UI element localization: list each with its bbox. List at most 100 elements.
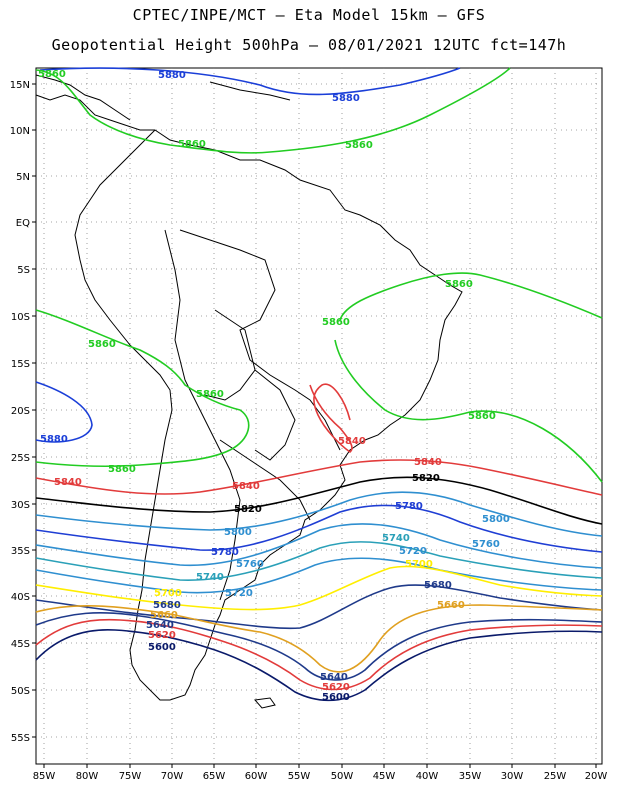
- label-5680a: 5680: [424, 580, 452, 591]
- contour-5780: [35, 504, 603, 553]
- label-5820a: 5820: [412, 473, 440, 484]
- lon-label: 80W: [76, 771, 99, 782]
- lat-label: 5S: [17, 265, 30, 276]
- label-5740a: 5740: [382, 533, 410, 544]
- lat-label: 35S: [11, 546, 30, 557]
- cuba-coast: [209, 81, 291, 101]
- lon-label: 70W: [161, 771, 184, 782]
- contour-5640: [35, 611, 603, 681]
- label-5880c: 5880: [40, 434, 68, 445]
- label-5840c: 5840: [232, 481, 260, 492]
- lon-label: 30W: [501, 771, 524, 782]
- contour-5880-west: [35, 381, 93, 443]
- label-5800b: 5800: [224, 527, 252, 538]
- label-5860c: 5860: [345, 140, 373, 151]
- bolivia-border: [204, 309, 256, 401]
- lat-label: 15N: [10, 80, 30, 91]
- label-5640b: 5640: [320, 672, 348, 683]
- contour-5860-north: [35, 67, 511, 154]
- lon-label: 20W: [585, 771, 608, 782]
- contour-labels: 5880 5880 5880 5860 5860 5860 5860 5860 …: [38, 69, 510, 703]
- label-5840a: 5840: [338, 436, 366, 447]
- contour-5820: [35, 476, 603, 525]
- label-5620a: 5620: [148, 630, 176, 641]
- label-5600b: 5600: [322, 692, 350, 703]
- lat-label: 5N: [16, 172, 30, 183]
- argentina-border: [219, 439, 311, 521]
- lon-label: 65W: [203, 771, 226, 782]
- label-5660b: 5660: [150, 610, 178, 621]
- lat-label: 45S: [11, 639, 30, 650]
- lon-label: 55W: [288, 771, 311, 782]
- contour-5860-central: [35, 309, 250, 468]
- lon-label: 40W: [416, 771, 439, 782]
- latitude-labels: 15N 10N 5N EQ 5S 10S 15S 20S 25S 30S 35S 40S 45S 50S 5…: [10, 80, 36, 744]
- map-title-line2: Geopotential Height 500hPa – 08/01/2021 …: [51, 36, 567, 54]
- label-5860f: 5860: [88, 339, 116, 350]
- south-america-coast: [74, 129, 463, 701]
- lat-label: 30S: [11, 500, 30, 511]
- lat-label: EQ: [16, 218, 30, 229]
- lon-label: 50W: [331, 771, 354, 782]
- label-5720b: 5720: [225, 588, 253, 599]
- contour-5760: [35, 523, 603, 569]
- lon-label: 35W: [459, 771, 482, 782]
- label-5860g: 5860: [196, 389, 224, 400]
- label-5880b: 5880: [332, 93, 360, 104]
- lon-label: 75W: [119, 771, 142, 782]
- lon-label: 25W: [544, 771, 567, 782]
- contour-5860-east-lower: [334, 339, 603, 483]
- label-5680b: 5680: [153, 600, 181, 611]
- label-5860d: 5860: [445, 279, 473, 290]
- label-5760a: 5760: [472, 539, 500, 550]
- gridlines: [36, 68, 602, 764]
- contour-5840-loop: [309, 383, 353, 453]
- label-5860h: 5860: [468, 411, 496, 422]
- lat-label: 20S: [11, 406, 30, 417]
- label-5840d: 5840: [54, 477, 82, 488]
- label-5600a: 5600: [148, 642, 176, 653]
- label-5860e: 5860: [322, 317, 350, 328]
- contour-5840: [35, 459, 603, 496]
- label-5700b: 5700: [154, 588, 182, 599]
- label-5740b: 5740: [196, 572, 224, 583]
- map-title-line1: CPTEC/INPE/MCT – Eta Model 15km – GFS: [132, 6, 486, 24]
- contour-5860-east: [339, 272, 603, 321]
- label-5700a: 5700: [405, 559, 433, 570]
- lat-label: 50S: [11, 686, 30, 697]
- label-5780a: 5780: [395, 501, 423, 512]
- label-5860a: 5860: [38, 69, 66, 80]
- label-5760b: 5760: [236, 559, 264, 570]
- contour-5880-north: [39, 67, 461, 96]
- contour-5700: [35, 565, 603, 611]
- central-america-coast: [35, 94, 155, 131]
- lat-label: 55S: [11, 733, 30, 744]
- longitude-labels: 85W 80W 75W 70W 65W 60W 55W 50W 45W 40W 35W 30W 25W 2…: [33, 764, 608, 782]
- contour-5740: [35, 541, 603, 581]
- lat-label: 15S: [11, 359, 30, 370]
- label-5880a: 5880: [158, 70, 186, 81]
- label-5820b: 5820: [234, 504, 262, 515]
- label-5800a: 5800: [482, 514, 510, 525]
- paraguay-border: [254, 369, 296, 461]
- lat-label: 10S: [11, 312, 30, 323]
- label-5840b: 5840: [414, 457, 442, 468]
- label-5640a: 5640: [146, 620, 174, 631]
- lat-label: 25S: [11, 453, 30, 464]
- contour-lines: [35, 67, 603, 702]
- lat-label: 10N: [10, 126, 30, 137]
- lon-label: 85W: [33, 771, 56, 782]
- label-5720a: 5720: [399, 546, 427, 557]
- label-5620b: 5620: [322, 682, 350, 693]
- lat-label: 40S: [11, 592, 30, 603]
- andes-border: [164, 229, 241, 601]
- contour-5660: [35, 604, 603, 673]
- brazil-border: [179, 229, 341, 451]
- falklands-coast: [254, 697, 276, 709]
- contour-5680: [35, 584, 603, 630]
- contour-5800: [35, 491, 603, 537]
- label-5860i: 5860: [108, 464, 136, 475]
- contour-5620: [35, 618, 603, 691]
- contour-5600: [35, 629, 603, 702]
